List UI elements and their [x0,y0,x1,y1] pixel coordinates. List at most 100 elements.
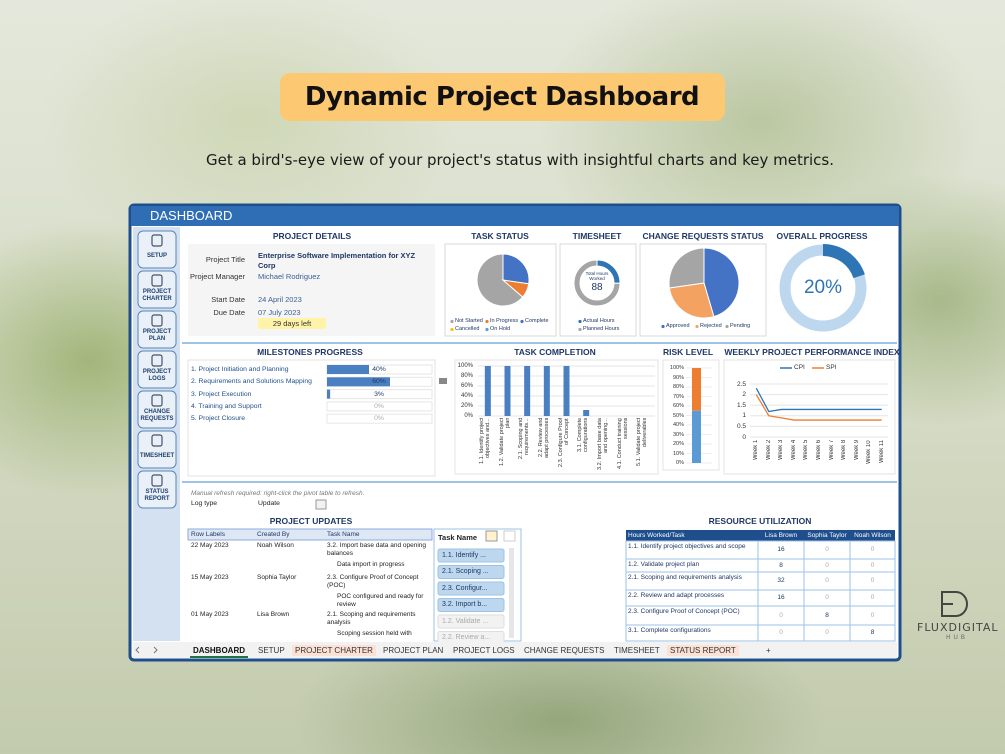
y-tick-label: 1 [742,412,746,420]
legend-swatch [520,319,524,324]
slicer-item-label[interactable]: 2.2. Review a... [442,634,491,641]
filter-button[interactable] [315,499,327,510]
line-series [755,387,882,413]
progress-value: 20% [803,277,843,298]
sheet-tab[interactable]: DASHBOARD [190,645,248,658]
x-tick-label: Week 3 [778,440,785,461]
nav-button[interactable] [137,390,177,429]
sheet-tab[interactable]: PROJECT PLAN [383,646,444,655]
field-label: Due Date [213,308,245,317]
tab-scroll-right[interactable] [153,646,158,654]
slicer-item[interactable] [437,598,505,612]
legend-label: Complete [525,318,549,324]
cell-value: 0 [825,577,829,584]
slicer-multiselect[interactable] [485,530,498,542]
x-tick-label: 1.1. Identify project objectives and... [478,418,491,465]
row-label: 2.1. Scoping and requirements analysis [628,574,742,581]
x-tick-label: Week 1 [753,440,760,461]
slicer-title: Task Name [438,533,478,542]
donut-caption: Total Hours Worked [585,271,609,281]
milestone-bar [327,389,331,399]
sheet-tab[interactable]: TIMESHEET [614,646,660,655]
nav-button[interactable] [137,430,177,469]
tab-scroll-left[interactable] [135,646,140,654]
table-row [625,624,896,642]
slicer-item-label[interactable]: 1.2. Validate ... [442,617,489,625]
milestone-label: 3. Project Execution [191,390,252,398]
nav-label[interactable]: PROJECT CHARTER [142,289,172,302]
cell-creator: Sophia Taylor [257,574,297,581]
sheet-tab[interactable]: PROJECT CHARTER [292,645,376,656]
y-tick-label: 0% [676,460,684,466]
row-label: 2.3. Configure Proof of Concept (POC) [628,608,740,615]
sheet-tab[interactable]: PROJECT LOGS [453,646,515,655]
cell-task: 2.1. Scoping and requirements analysis [327,611,416,626]
slicer-item-label[interactable]: 3.2. Import b... [442,601,488,608]
slicer-item[interactable] [437,581,505,596]
pie-slice [668,247,705,289]
milestone-value: 40% [372,366,386,373]
field-value: 24 April 2023 [258,295,302,304]
nav-label[interactable]: STATUS REPORT [144,489,170,502]
y-tick-label: 90% [672,374,684,381]
cell-creator: Lisa Brown [257,611,290,618]
bar [563,366,570,416]
sheet-tab[interactable]: + [766,646,771,655]
legend-label: Pending [730,323,751,329]
y-tick-label: 50% [672,412,684,419]
nav-button[interactable] [137,270,177,309]
nav-button[interactable] [137,470,177,509]
column-header: Lisa Brown [764,532,798,539]
nav-icon [151,274,163,287]
scroll-thumb [439,378,447,384]
slicer-item-label[interactable]: 2.1. Scoping ... [442,568,489,575]
legend-label: SPI [826,364,837,371]
cell-creator: Noah Wilson [257,542,294,549]
y-tick-label: 80% [672,384,684,390]
cell-value: 16 [777,546,785,553]
y-tick-label: 40% [672,422,684,428]
table-header [187,528,433,541]
slicer-item-label[interactable]: 2.3. Configur... [442,584,488,592]
section-title: RESOURCE UTILIZATION [708,516,812,526]
days-left: 29 days left [258,318,326,329]
legend-label: Actual Hours [583,318,615,324]
sheet-tab[interactable]: SETUP [258,646,285,655]
nav-button[interactable] [137,310,177,349]
slicer-item[interactable] [437,548,505,563]
cell-value: 0 [870,546,875,553]
section-title: PROJECT UPDATES [269,516,353,526]
milestone-value: 3% [374,390,384,398]
column-header: Hours Worked/Task [628,532,685,539]
slicer-scrollbar [509,548,514,638]
filter-value: Update [258,500,280,507]
legend-swatch [485,319,489,324]
y-tick-label: 10% [672,450,684,457]
nav-button[interactable] [137,350,177,389]
y-tick-label: 2 [742,391,746,399]
slicer-clear[interactable] [503,530,516,542]
nav-label[interactable]: TIMESHEET [139,453,175,459]
field-value: Enterprise Software Implementation for X… [258,251,416,270]
nav-label[interactable]: PROJECT PLAN [142,329,172,342]
slicer-item-label[interactable]: 1.1. Identify ... [442,551,486,559]
nav-button[interactable] [137,230,177,269]
nav-icon [151,434,163,447]
legend-swatch [578,319,582,324]
nav-label[interactable]: PROJECT LOGS [142,369,172,382]
row-label: 1.2. Validate project plan [628,561,700,568]
nav-label[interactable]: SETUP [146,253,167,259]
sheet-tab[interactable]: STATUS REPORT [667,645,739,656]
slicer-item[interactable] [437,565,505,579]
nav-icon [151,314,163,327]
milestone-track [326,401,433,412]
slicer-item[interactable] [437,614,505,629]
nav-label[interactable]: CHANGE REQUESTS [140,409,174,422]
x-tick-label: 1.2. Validate project plan [498,418,511,467]
x-tick-label: Week 6 [816,440,822,461]
x-tick-label: Week 5 [803,440,810,461]
sheet-tab[interactable]: CHANGE REQUESTS [524,646,605,655]
cell-value: 8 [870,629,875,636]
x-tick-label: 4.1. Conduct training sessions [616,418,629,469]
